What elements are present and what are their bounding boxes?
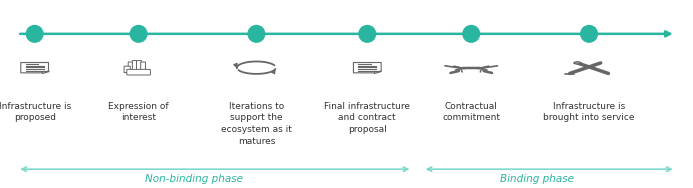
FancyBboxPatch shape xyxy=(127,69,150,75)
Text: Infrastructure is
proposed: Infrastructure is proposed xyxy=(0,102,71,122)
Circle shape xyxy=(574,62,581,64)
Ellipse shape xyxy=(463,26,480,42)
FancyBboxPatch shape xyxy=(128,62,133,70)
FancyBboxPatch shape xyxy=(137,61,141,70)
Ellipse shape xyxy=(26,26,43,42)
Text: Expression of
interest: Expression of interest xyxy=(108,102,169,122)
Ellipse shape xyxy=(359,26,376,42)
Text: Iterations to
support the
ecosystem as it
matures: Iterations to support the ecosystem as i… xyxy=(221,102,292,146)
Ellipse shape xyxy=(130,26,147,42)
FancyBboxPatch shape xyxy=(132,61,137,70)
FancyBboxPatch shape xyxy=(124,66,130,73)
Polygon shape xyxy=(42,71,49,73)
Polygon shape xyxy=(374,71,381,73)
FancyBboxPatch shape xyxy=(141,62,146,70)
Text: Contractual
commitment: Contractual commitment xyxy=(442,102,500,122)
Text: Binding phase: Binding phase xyxy=(500,174,574,184)
Polygon shape xyxy=(21,63,49,73)
Text: Non-binding phase: Non-binding phase xyxy=(145,174,243,184)
Polygon shape xyxy=(353,63,381,73)
Text: Infrastructure is
brought into service: Infrastructure is brought into service xyxy=(543,102,635,122)
Text: Final infrastructure
and contract
proposal: Final infrastructure and contract propos… xyxy=(324,102,410,134)
Ellipse shape xyxy=(581,26,597,42)
Ellipse shape xyxy=(248,26,265,42)
